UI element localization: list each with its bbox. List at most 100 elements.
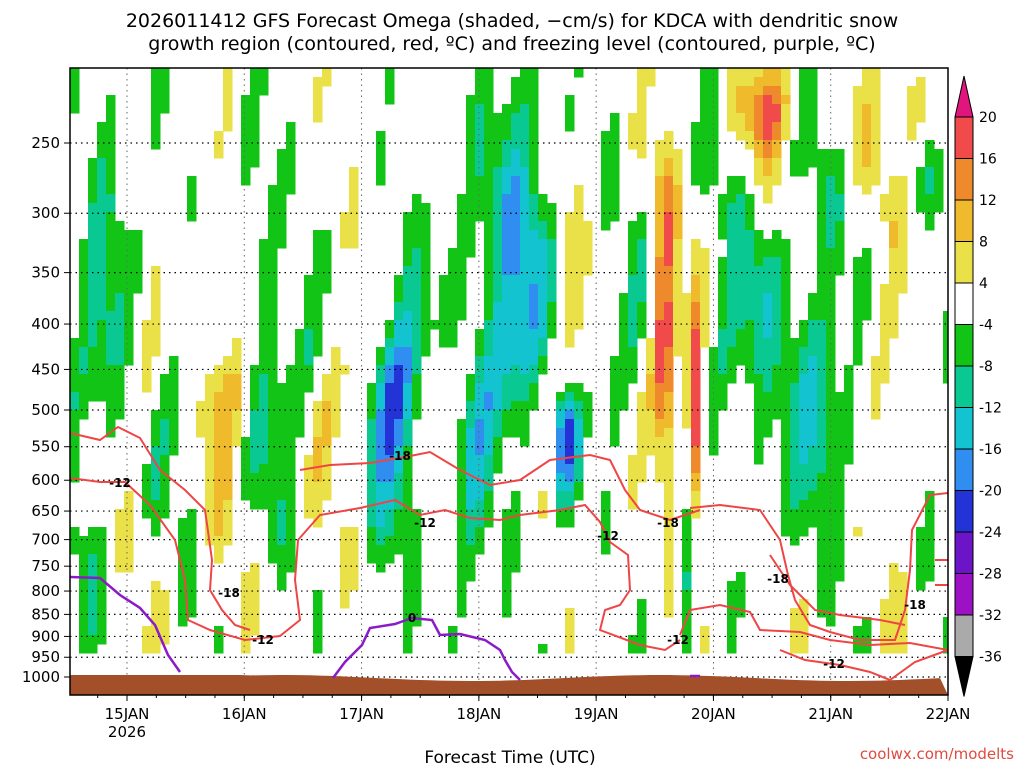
omega-cell <box>214 518 224 528</box>
omega-cell <box>637 248 647 258</box>
omega-cell <box>304 365 314 375</box>
omega-cell <box>700 149 710 159</box>
omega-cell <box>421 275 431 285</box>
colorbar-swatch <box>954 158 974 201</box>
omega-cell <box>79 338 89 348</box>
omega-cell <box>520 320 530 330</box>
omega-cell <box>124 311 134 321</box>
omega-cell <box>493 401 503 411</box>
omega-cell <box>835 221 845 231</box>
omega-cell <box>727 635 737 645</box>
omega-cell <box>628 239 638 249</box>
omega-cell <box>583 410 593 420</box>
omega-cell <box>781 104 791 114</box>
omega-cell <box>808 482 818 492</box>
omega-cell <box>808 311 818 321</box>
omega-cell <box>853 329 863 339</box>
omega-cell <box>772 320 782 330</box>
omega-cell <box>691 410 701 420</box>
omega-cell <box>808 401 818 411</box>
omega-cell <box>403 428 413 438</box>
omega-cell <box>160 509 170 519</box>
omega-cell <box>880 356 890 366</box>
omega-cell <box>583 392 593 402</box>
omega-cell <box>187 590 197 600</box>
omega-cell <box>646 437 656 447</box>
omega-cell <box>790 644 800 654</box>
omega-cell <box>763 86 773 96</box>
omega-cell <box>502 266 512 276</box>
omega-cell <box>565 428 575 438</box>
omega-cell <box>151 437 161 447</box>
omega-cell <box>223 518 233 528</box>
omega-cell <box>538 644 548 654</box>
omega-cell <box>403 257 413 267</box>
omega-cell <box>754 176 764 186</box>
omega-cell <box>124 329 134 339</box>
omega-cell <box>151 113 161 123</box>
omega-cell <box>808 140 818 150</box>
omega-cell <box>565 266 575 276</box>
omega-cell <box>493 176 503 186</box>
omega-cell <box>124 491 134 501</box>
omega-cell <box>700 248 710 258</box>
omega-cell <box>88 527 98 537</box>
omega-cell <box>475 536 485 546</box>
omega-cell <box>151 518 161 528</box>
omega-cell <box>628 491 638 501</box>
omega-cell <box>826 392 836 402</box>
omega-cell <box>394 491 404 501</box>
omega-cell <box>484 347 494 357</box>
omega-cell <box>106 104 116 114</box>
omega-cell <box>376 176 386 186</box>
omega-cell <box>214 392 224 402</box>
omega-cell <box>124 338 134 348</box>
omega-cell <box>691 428 701 438</box>
omega-cell <box>421 239 431 249</box>
omega-cell <box>205 419 215 429</box>
omega-cell <box>250 374 260 384</box>
x-tick-label: 15JAN <box>105 705 150 723</box>
omega-cell <box>97 392 107 402</box>
omega-cell <box>376 536 386 546</box>
omega-cell <box>196 428 206 438</box>
omega-cell <box>124 266 134 276</box>
colorbar-swatch <box>954 282 974 325</box>
omega-cell <box>763 185 773 195</box>
omega-cell <box>772 131 782 141</box>
omega-cell <box>619 311 629 321</box>
omega-cell <box>799 464 809 474</box>
omega-cell <box>718 275 728 285</box>
omega-cell <box>259 482 269 492</box>
omega-cell <box>106 365 116 375</box>
omega-cell <box>493 419 503 429</box>
omega-cell <box>547 320 557 330</box>
x-tick-label: 17JAN <box>339 705 384 723</box>
omega-cell <box>403 617 413 627</box>
omega-cell <box>565 293 575 303</box>
omega-cell <box>790 392 800 402</box>
omega-cell <box>736 104 746 114</box>
omega-cell <box>835 518 845 528</box>
omega-cell <box>727 626 737 636</box>
omega-cell <box>511 383 521 393</box>
omega-cell <box>853 167 863 177</box>
omega-cell <box>421 266 431 276</box>
omega-cell <box>160 410 170 420</box>
omega-cell <box>133 239 143 249</box>
omega-cell <box>817 401 827 411</box>
omega-cell <box>889 266 899 276</box>
omega-cell <box>817 500 827 510</box>
omega-cell <box>106 275 116 285</box>
omega-cell <box>133 257 143 267</box>
omega-cell <box>619 365 629 375</box>
omega-cell <box>889 626 899 636</box>
omega-cell <box>529 194 539 204</box>
omega-cell <box>826 248 836 258</box>
omega-cell <box>457 464 467 474</box>
omega-cell <box>835 257 845 267</box>
omega-cell <box>151 581 161 591</box>
x-axis: 15JAN 16JAN 17JAN 18JAN 19JAN 20JAN 21JAN 22JAN… <box>97 695 970 741</box>
omega-cell <box>115 329 125 339</box>
omega-cell <box>826 428 836 438</box>
